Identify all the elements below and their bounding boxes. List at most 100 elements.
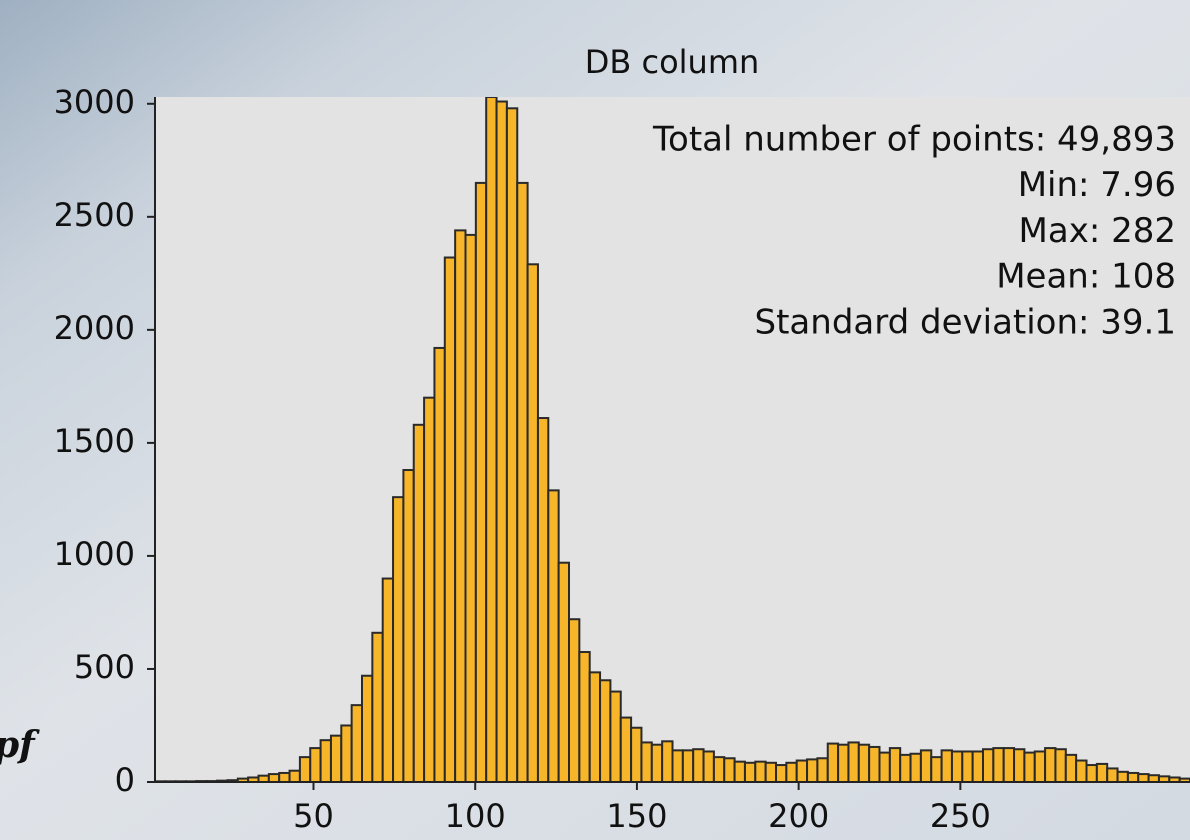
bar [671, 749, 684, 783]
bar [609, 690, 622, 783]
bar [702, 750, 715, 783]
bar [361, 674, 374, 783]
bar [433, 346, 446, 783]
y-tick-label: 0 [115, 761, 135, 799]
bar [568, 618, 581, 783]
bar [847, 741, 860, 783]
stat-annotation: Total number of points: 49,893 [652, 120, 1176, 160]
bar [485, 97, 498, 783]
bar [1116, 770, 1129, 783]
bar [588, 671, 602, 783]
bar [1095, 762, 1109, 783]
bar [868, 745, 881, 783]
bar [319, 739, 332, 783]
y-tick-label: 1500 [54, 422, 135, 460]
bar [474, 181, 488, 783]
bar [692, 748, 705, 783]
bar [443, 256, 457, 783]
bar [536, 417, 550, 783]
bar [464, 233, 477, 783]
bar [392, 496, 405, 783]
bar [505, 107, 519, 783]
x-tick-label: 100 [445, 797, 506, 835]
bar [1085, 764, 1098, 783]
bar [888, 747, 902, 783]
bar [940, 749, 953, 783]
y-tick-label: 1000 [54, 535, 135, 573]
bar [909, 752, 922, 783]
bar [1137, 773, 1150, 783]
bar [1126, 771, 1140, 783]
bar [919, 749, 933, 783]
bar [775, 764, 788, 783]
bar [329, 734, 343, 783]
stat-annotation: Max: 282 [1019, 211, 1176, 251]
bar [806, 758, 819, 783]
bar [971, 750, 985, 783]
y-tick-label: 2000 [54, 309, 135, 347]
bar [288, 769, 301, 783]
bar [1002, 747, 1016, 783]
bar [495, 100, 508, 783]
background-text: pf [0, 724, 40, 766]
bar [1064, 753, 1078, 783]
bar [837, 743, 850, 783]
bar [516, 181, 529, 783]
x-tick-label: 150 [606, 797, 667, 835]
bar [899, 753, 912, 783]
y-tick-label: 2500 [54, 196, 135, 234]
bar [733, 760, 746, 783]
bar [412, 423, 426, 783]
x-tick-label: 50 [293, 797, 334, 835]
bar [350, 704, 363, 783]
bar [857, 743, 871, 783]
bar [743, 761, 757, 783]
bar [961, 750, 974, 783]
bar [785, 761, 798, 783]
bar [309, 747, 322, 783]
bar [1147, 774, 1160, 783]
bar [930, 756, 943, 783]
bar [298, 756, 312, 783]
bar [764, 761, 778, 783]
bar [1075, 759, 1088, 783]
bar [878, 751, 891, 783]
y-tick-label: 500 [74, 648, 135, 686]
bar [650, 743, 664, 783]
bar [547, 489, 560, 783]
bar [630, 726, 643, 783]
bar [992, 747, 1005, 783]
y-tick-label: 3000 [54, 83, 135, 121]
x-tick-label: 200 [768, 797, 829, 835]
bar [681, 749, 695, 783]
stat-annotation: Mean: 108 [996, 257, 1176, 297]
bar [795, 759, 809, 783]
bar [371, 631, 384, 783]
bar [402, 469, 415, 783]
bar [1013, 748, 1026, 783]
bar [423, 396, 436, 783]
bar [619, 716, 633, 783]
bar [578, 651, 591, 783]
bar [723, 757, 736, 783]
bar [267, 773, 281, 783]
bar [640, 741, 653, 783]
bar [599, 679, 612, 783]
bar [826, 742, 840, 783]
bar [557, 561, 571, 783]
bar [1033, 750, 1047, 783]
x-tick-label: 250 [930, 797, 991, 835]
stat-annotation: Min: 7.96 [1018, 165, 1176, 205]
bar [950, 750, 964, 783]
stat-annotation: Standard deviation: 39.1 [755, 302, 1176, 342]
bar [340, 724, 353, 783]
bar [1106, 767, 1119, 783]
bar [712, 756, 726, 783]
bar [661, 740, 674, 783]
bar [454, 229, 467, 783]
bar [754, 760, 767, 783]
bar [278, 771, 291, 783]
bar [816, 757, 829, 783]
